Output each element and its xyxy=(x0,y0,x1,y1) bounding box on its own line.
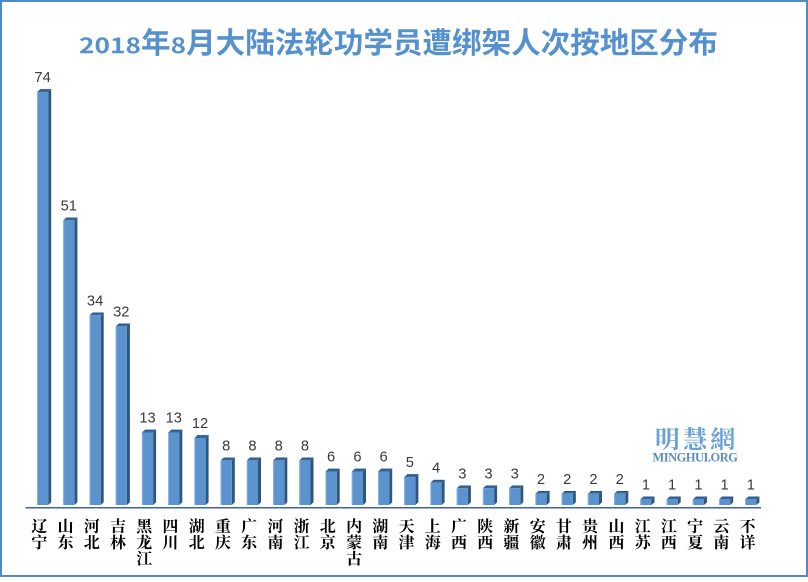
svg-text:8: 8 xyxy=(222,438,230,454)
svg-text:4: 4 xyxy=(432,461,440,477)
svg-text:6: 6 xyxy=(380,450,388,466)
svg-text:2: 2 xyxy=(537,472,545,488)
svg-text:3: 3 xyxy=(511,466,519,482)
svg-text:3: 3 xyxy=(458,466,466,482)
svg-text:5: 5 xyxy=(406,455,414,471)
svg-text:1: 1 xyxy=(721,477,729,493)
svg-text:1: 1 xyxy=(747,477,755,493)
svg-text:13: 13 xyxy=(166,411,182,427)
svg-text:8: 8 xyxy=(301,438,309,454)
svg-text:2: 2 xyxy=(563,472,571,488)
svg-text:51: 51 xyxy=(61,198,77,214)
svg-text:74: 74 xyxy=(34,70,50,86)
svg-text:MINGHUI.ORG: MINGHUI.ORG xyxy=(653,451,739,465)
svg-text:6: 6 xyxy=(353,450,361,466)
svg-text:13: 13 xyxy=(139,411,155,427)
svg-text:1: 1 xyxy=(642,477,650,493)
svg-text:32: 32 xyxy=(113,304,129,320)
svg-text:6: 6 xyxy=(327,450,335,466)
svg-text:8: 8 xyxy=(275,438,283,454)
svg-text:12: 12 xyxy=(192,416,208,432)
svg-text:34: 34 xyxy=(87,293,103,309)
svg-text:2: 2 xyxy=(616,472,624,488)
svg-text:1: 1 xyxy=(694,477,702,493)
svg-text:2: 2 xyxy=(589,472,597,488)
svg-text:3: 3 xyxy=(484,466,492,482)
svg-text:1: 1 xyxy=(668,477,676,493)
svg-text:8: 8 xyxy=(248,438,256,454)
